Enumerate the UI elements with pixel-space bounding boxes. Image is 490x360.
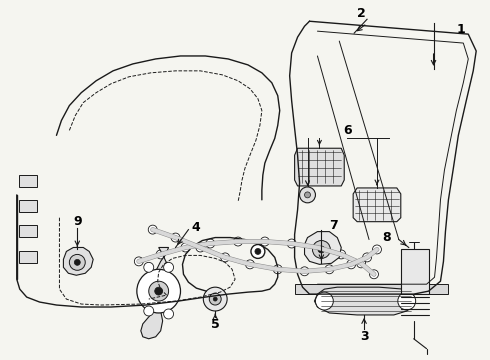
Text: 9: 9: [73, 215, 82, 228]
Text: 6: 6: [343, 124, 351, 137]
Circle shape: [313, 243, 322, 252]
Circle shape: [398, 292, 416, 310]
Circle shape: [337, 250, 346, 259]
Circle shape: [134, 257, 143, 266]
Circle shape: [164, 309, 173, 319]
Circle shape: [245, 260, 254, 269]
Bar: [401, 249, 429, 294]
Polygon shape: [315, 287, 414, 315]
Bar: [19, 175, 37, 187]
Polygon shape: [294, 148, 344, 186]
Text: 4: 4: [191, 221, 200, 234]
Bar: [19, 225, 37, 237]
Circle shape: [220, 253, 230, 262]
Bar: [19, 200, 37, 212]
Text: 2: 2: [357, 7, 366, 20]
Circle shape: [273, 265, 282, 274]
Circle shape: [287, 239, 296, 248]
Circle shape: [357, 259, 366, 268]
Circle shape: [156, 250, 165, 259]
Text: 1: 1: [456, 23, 465, 36]
Circle shape: [318, 246, 325, 253]
Circle shape: [164, 262, 173, 272]
Bar: [19, 251, 37, 264]
Circle shape: [181, 243, 190, 252]
Circle shape: [209, 293, 221, 305]
Circle shape: [70, 255, 85, 270]
Circle shape: [234, 237, 243, 246]
Circle shape: [144, 262, 154, 272]
Circle shape: [203, 287, 227, 311]
Circle shape: [300, 267, 309, 276]
Circle shape: [251, 244, 265, 258]
Circle shape: [148, 225, 157, 234]
Circle shape: [305, 192, 311, 198]
Polygon shape: [305, 231, 341, 264]
Circle shape: [299, 187, 316, 203]
Circle shape: [149, 281, 169, 301]
Text: 7: 7: [329, 219, 338, 232]
Circle shape: [171, 233, 180, 242]
Polygon shape: [353, 188, 401, 222]
Circle shape: [196, 243, 205, 252]
Text: 5: 5: [211, 318, 220, 331]
Circle shape: [372, 245, 381, 254]
Circle shape: [206, 239, 215, 248]
Polygon shape: [141, 247, 171, 339]
Circle shape: [363, 253, 371, 262]
Circle shape: [137, 269, 180, 313]
Circle shape: [255, 248, 261, 255]
Circle shape: [313, 240, 330, 258]
Circle shape: [347, 260, 356, 269]
Circle shape: [369, 270, 378, 279]
Bar: [294, 284, 448, 294]
Text: 8: 8: [382, 231, 391, 244]
Circle shape: [325, 265, 334, 274]
Circle shape: [260, 237, 270, 246]
Circle shape: [74, 260, 80, 265]
Circle shape: [316, 292, 333, 310]
Circle shape: [155, 287, 163, 295]
Polygon shape: [63, 247, 93, 275]
Circle shape: [144, 306, 154, 316]
Circle shape: [213, 297, 217, 301]
Text: 3: 3: [360, 330, 368, 343]
